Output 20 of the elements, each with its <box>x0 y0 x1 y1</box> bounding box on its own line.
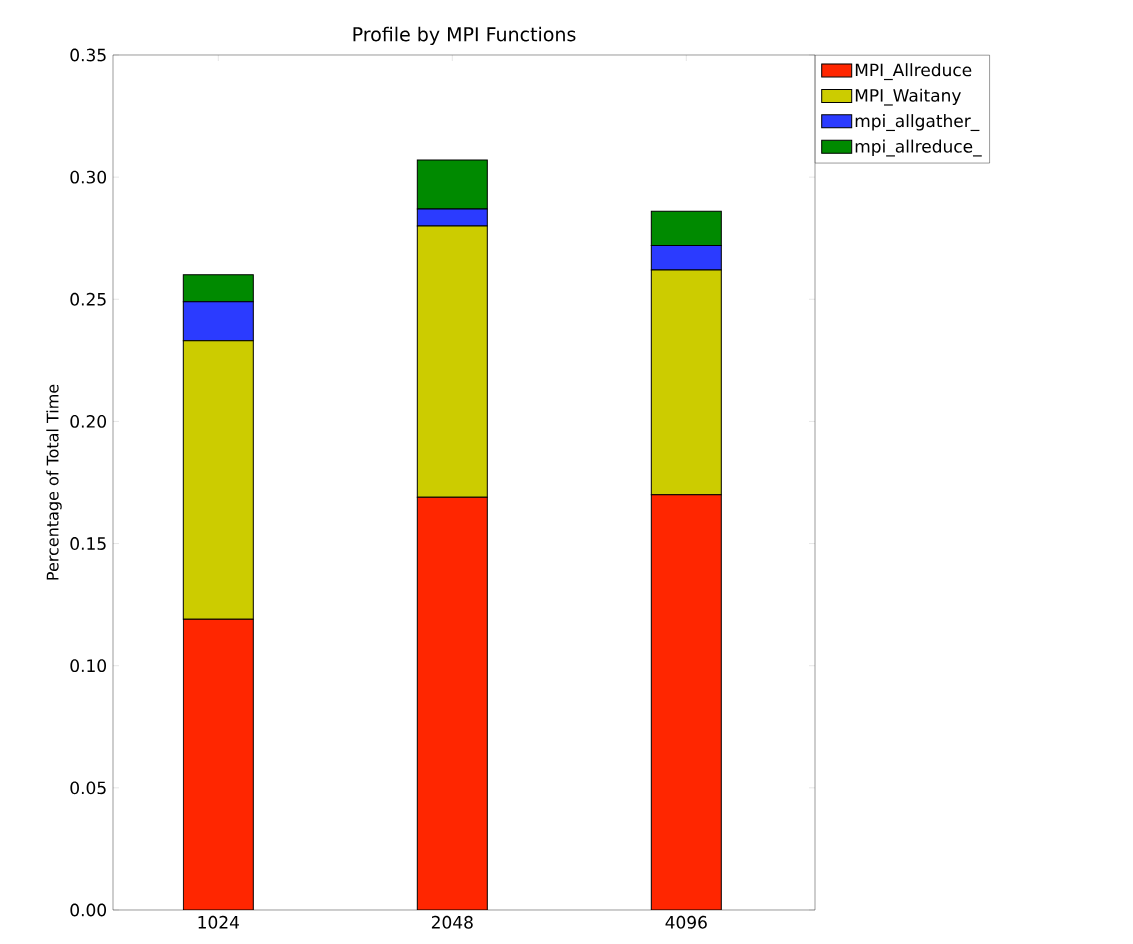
x-tick-label: 2048 <box>431 915 473 929</box>
legend-label: MPI_Allreduce <box>855 63 972 81</box>
legend-label: mpi_allreduce_ <box>855 139 982 157</box>
bar <box>416 496 488 910</box>
y-tick-label: 0.35 <box>70 48 106 62</box>
legend-label: MPI_Waitany <box>855 88 961 106</box>
y-tick-label: 0.10 <box>70 659 107 673</box>
x-tick-label: 1024 <box>198 915 239 929</box>
y-axis-title: Percentage of Total Time <box>46 384 62 580</box>
y-tick-label: 0.05 <box>70 781 106 795</box>
legend-label: mpi_allgather_ <box>855 114 980 132</box>
y-tick-label: 0.00 <box>70 903 107 917</box>
y-tick-label: 0.25 <box>70 292 106 306</box>
y-tick-label: 0.15 <box>70 537 106 550</box>
x-tick-label: 4096 <box>665 915 707 929</box>
y-tick-label: 0.30 <box>70 170 107 184</box>
y-tick-label: 0.20 <box>70 414 107 428</box>
bar <box>650 494 722 910</box>
chart-title: Profile by MPI Functions <box>353 26 576 46</box>
bar <box>182 618 254 910</box>
